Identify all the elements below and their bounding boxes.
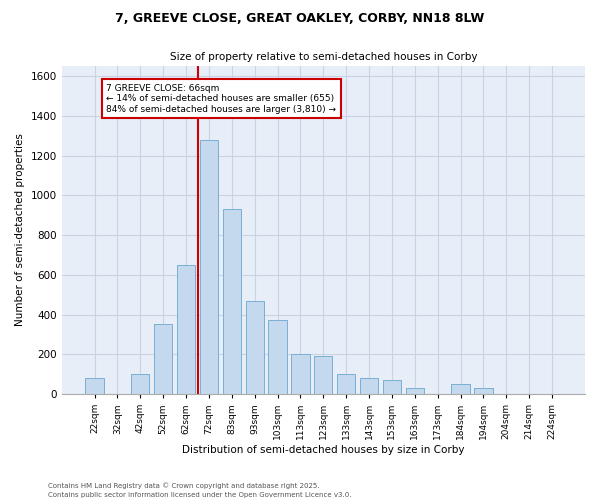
Bar <box>200 140 218 394</box>
Bar <box>131 374 149 394</box>
Title: Size of property relative to semi-detached houses in Corby: Size of property relative to semi-detach… <box>170 52 477 62</box>
X-axis label: Distribution of semi-detached houses by size in Corby: Distribution of semi-detached houses by … <box>182 445 464 455</box>
Bar <box>85 378 104 394</box>
Bar <box>406 388 424 394</box>
Bar <box>337 374 355 394</box>
Bar <box>292 354 310 394</box>
Bar <box>177 265 195 394</box>
Text: Contains HM Land Registry data © Crown copyright and database right 2025.: Contains HM Land Registry data © Crown c… <box>48 482 320 489</box>
Bar <box>383 380 401 394</box>
Bar <box>474 388 493 394</box>
Bar <box>451 384 470 394</box>
Bar <box>268 320 287 394</box>
Bar <box>223 209 241 394</box>
Text: 7, GREEVE CLOSE, GREAT OAKLEY, CORBY, NN18 8LW: 7, GREEVE CLOSE, GREAT OAKLEY, CORBY, NN… <box>115 12 485 26</box>
Text: Contains public sector information licensed under the Open Government Licence v3: Contains public sector information licen… <box>48 492 352 498</box>
Bar <box>245 300 264 394</box>
Bar <box>360 378 378 394</box>
Bar <box>154 324 172 394</box>
Y-axis label: Number of semi-detached properties: Number of semi-detached properties <box>15 134 25 326</box>
Bar <box>314 356 332 394</box>
Text: 7 GREEVE CLOSE: 66sqm
← 14% of semi-detached houses are smaller (655)
84% of sem: 7 GREEVE CLOSE: 66sqm ← 14% of semi-deta… <box>106 84 336 114</box>
